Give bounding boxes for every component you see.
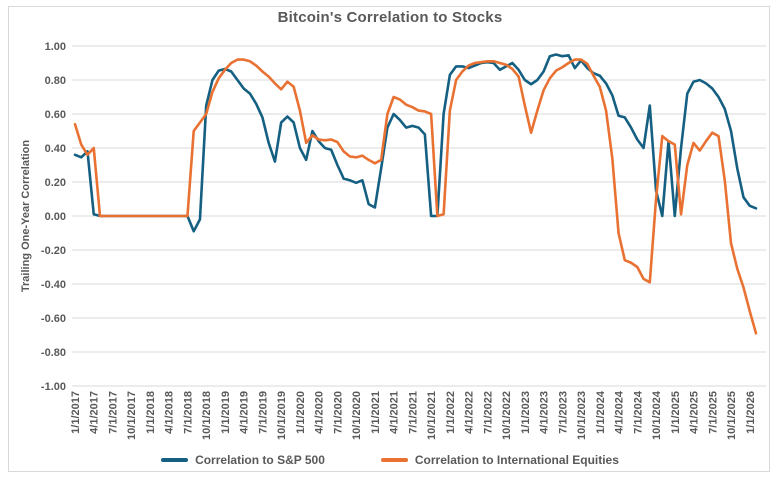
chart-title: Bitcoin's Correlation to Stocks [277, 9, 503, 26]
x-tick-label: 1/1/2024 [595, 390, 607, 434]
x-tick-label: 7/1/2017 [107, 391, 119, 434]
x-tick-label: 1/1/2023 [520, 391, 532, 434]
x-tick-label: 7/1/2025 [707, 391, 719, 434]
y-tick-label: 0.80 [45, 75, 66, 87]
x-tick-label: 10/1/2019 [276, 391, 288, 440]
x-tick-label: 1/1/2021 [370, 391, 382, 434]
x-tick-label: 4/1/2024 [614, 390, 626, 434]
x-tick-label: 10/1/2020 [351, 391, 363, 440]
x-tick-label: 7/1/2021 [407, 391, 419, 434]
y-tick-label: -1.00 [41, 381, 66, 393]
x-tick-label: 10/1/2017 [126, 391, 138, 440]
legend-item-sp500: Correlation to S&P 500 [161, 453, 325, 467]
x-tick-label: 4/1/2017 [89, 391, 101, 434]
x-tick-label: 4/1/2018 [164, 391, 176, 434]
y-tick-label: -0.20 [41, 245, 66, 257]
legend: Correlation to S&P 500 Correlation to In… [0, 453, 780, 467]
x-tick-label: 7/1/2018 [182, 391, 194, 434]
x-tick-label: 7/1/2020 [332, 391, 344, 434]
x-tick-label: 4/1/2023 [539, 391, 551, 434]
y-tick-label: -0.60 [41, 313, 66, 325]
x-tick-label: 1/1/2019 [220, 391, 232, 434]
legend-item-intl-equities: Correlation to International Equities [380, 453, 619, 467]
x-tick-label: 10/1/2024 [651, 390, 663, 440]
x-tick-label: 4/1/2020 [314, 391, 326, 434]
x-tick-label: 7/1/2019 [257, 391, 269, 434]
x-tick-label: 1/1/2022 [445, 391, 457, 434]
y-tick-label: -0.40 [41, 279, 66, 291]
x-tick-label: 4/1/2021 [389, 391, 401, 434]
legend-label-sp500: Correlation to S&P 500 [195, 453, 325, 467]
x-tick-label: 7/1/2023 [557, 391, 569, 434]
series-line-sp500 [73, 53, 758, 233]
x-tick-label: 7/1/2022 [482, 391, 494, 434]
x-tick-label: 10/1/2025 [726, 391, 738, 440]
x-tick-label: 7/1/2024 [632, 390, 644, 434]
x-tick-label: 1/1/2020 [295, 391, 307, 434]
y-tick-label: 0.40 [45, 143, 66, 155]
x-tick-label: 10/1/2022 [501, 391, 513, 440]
x-tick-label: 4/1/2022 [464, 391, 476, 434]
x-tick-label: 1/1/2025 [670, 391, 682, 434]
sp500-line-swatch [161, 458, 189, 462]
x-tick-label: 10/1/2018 [201, 391, 213, 440]
y-tick-label: 0.60 [45, 109, 66, 121]
y-tick-label: -0.80 [41, 347, 66, 359]
series-line-intl-equities [73, 58, 758, 335]
x-tick-label: 1/1/2018 [145, 391, 157, 434]
x-tick-label: 10/1/2021 [426, 391, 438, 440]
x-tick-label: 10/1/2023 [576, 391, 588, 440]
x-tick-label: 1/1/2026 [745, 391, 757, 434]
intl-equities-line-swatch [380, 458, 408, 462]
y-tick-label: 0.20 [45, 177, 66, 189]
x-tick-label: 4/1/2019 [239, 391, 251, 434]
x-tick-label: 1/1/2017 [70, 391, 82, 434]
y-tick-label: 1.00 [45, 41, 66, 53]
x-tick-label: 4/1/2025 [689, 391, 701, 434]
y-tick-label: 0.00 [45, 211, 66, 223]
chart-frame [8, 6, 770, 472]
legend-label-intl-equities: Correlation to International Equities [414, 453, 619, 467]
